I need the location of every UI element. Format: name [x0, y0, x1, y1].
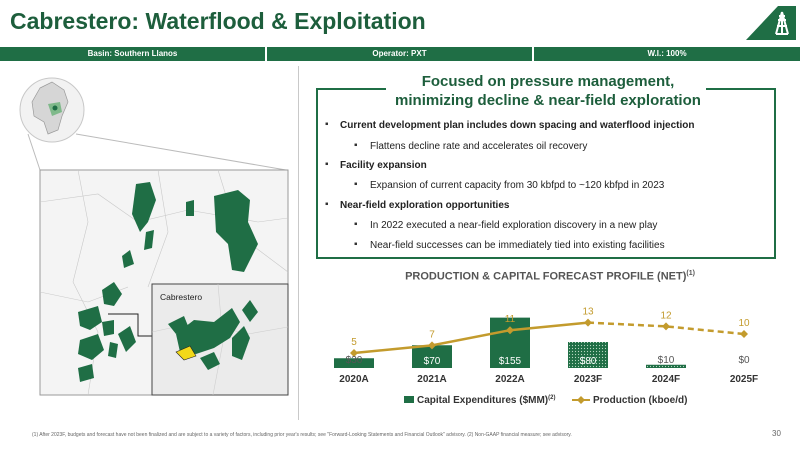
- capex-bar: [568, 342, 608, 368]
- capex-value-label: $80: [580, 356, 597, 367]
- page-title: Cabrestero: Waterflood & Exploitation: [10, 8, 426, 34]
- capex-value-label: $0: [738, 355, 750, 366]
- cabrestero-highlight-block: [175, 345, 197, 361]
- bullet-item: Facility expansion: [325, 159, 427, 171]
- capex-bar: [412, 345, 452, 368]
- concession-blocks: [78, 182, 258, 382]
- company-logo: [746, 6, 796, 40]
- category-label: 2023F: [574, 374, 602, 385]
- production-point: [584, 318, 592, 327]
- operator-label: Operator: PXT: [267, 47, 532, 61]
- capex-value-label: $10: [658, 355, 675, 366]
- capex-value-label: $30: [346, 355, 363, 366]
- bullet-item: Current development plan includes down s…: [325, 119, 695, 131]
- sub-bullet-item: In 2022 executed a near-field exploratio…: [340, 219, 657, 231]
- production-value-label: 7: [429, 329, 435, 340]
- production-point: [350, 349, 358, 357]
- production-point: [740, 330, 748, 338]
- chart-legend: Capital Expenditures ($MM)(2) Production…: [404, 395, 687, 406]
- capex-value-label: $70: [424, 356, 441, 367]
- production-value-label: 11: [505, 314, 516, 325]
- production-point: [662, 322, 670, 331]
- production-point: [506, 326, 514, 335]
- production-value-label: 5: [351, 337, 357, 348]
- production-line-actual: [353, 321, 589, 355]
- footnote: (1) After 2023F, budgets and forecast ha…: [32, 432, 572, 438]
- location-dot: [52, 105, 58, 111]
- page-number: 30: [772, 429, 781, 438]
- sub-bullet-item: Near-field successes can be immediately …: [340, 239, 665, 251]
- capex-value-label: $155: [499, 356, 522, 367]
- capex-bar: [334, 358, 374, 368]
- production-value-label: 13: [582, 307, 594, 318]
- production-point: [428, 341, 436, 350]
- cabrestero-blocks: [168, 300, 258, 370]
- production-value-label: 10: [738, 318, 750, 329]
- capex-bar: [490, 317, 530, 368]
- location-map: Cabrestero: [19, 77, 289, 396]
- panel-divider: [298, 66, 299, 420]
- category-label: 2020A: [339, 374, 368, 385]
- production-line-forecast: [587, 321, 745, 336]
- legend-production-marker: [577, 396, 585, 404]
- category-label: 2021A: [417, 374, 446, 385]
- chart-title: PRODUCTION & CAPITAL FORECAST PROFILE (N…: [405, 270, 695, 283]
- sub-bullet-item: Expansion of current capacity from 30 kb…: [340, 179, 664, 191]
- legend-capex-label: Capital Expenditures ($MM)(2): [417, 395, 555, 406]
- capex-bar: [646, 364, 686, 368]
- sub-bullet-item: Flattens decline rate and accelerates oi…: [340, 140, 587, 152]
- legend-production-label: Production (kboe/d): [593, 395, 687, 406]
- category-label: 2025F: [730, 374, 758, 385]
- basin-label: Basin: Southern Llanos: [0, 47, 265, 61]
- category-label: 2024F: [652, 374, 680, 385]
- working-interest-label: W.I.: 100%: [534, 47, 800, 61]
- bullet-item: Near-field exploration opportunities: [325, 199, 510, 211]
- production-capital-chart: $30 2020A $70 2021A $155 2022A $80 2023F $10 2024…: [334, 307, 758, 406]
- info-bar: Basin: Southern Llanos Operator: PXT W.I…: [0, 47, 800, 61]
- cabrestero-map-label: Cabrestero: [160, 292, 202, 302]
- production-value-label: 12: [660, 310, 672, 321]
- category-label: 2022A: [495, 374, 524, 385]
- legend-capex-swatch: [404, 396, 414, 403]
- highlights-headline: Focused on pressure management, minimizi…: [395, 73, 701, 109]
